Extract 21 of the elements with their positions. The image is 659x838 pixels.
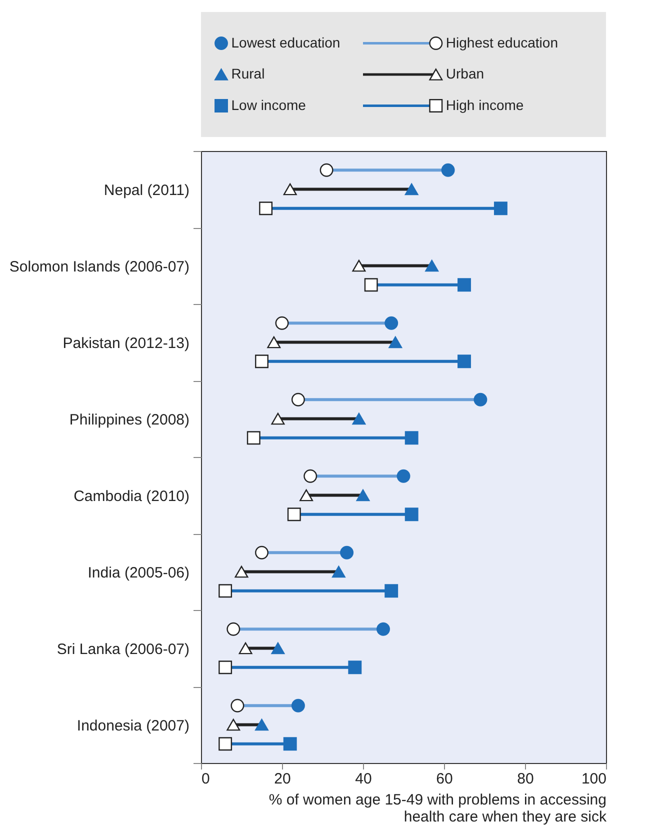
x-tick-label: 80 — [517, 770, 534, 788]
y-tick-label: Cambodia (2010) — [74, 488, 190, 505]
legend-label: High income — [446, 96, 524, 113]
legend-label: Lowest education — [231, 34, 340, 50]
x-tick-label: 40 — [355, 770, 372, 788]
x-tick-label: 60 — [436, 770, 453, 788]
y-tick-label: Solomon Islands (2006-07) — [9, 258, 190, 276]
y-tick-label: India (2005-06) — [88, 564, 190, 582]
legend-label: Low income — [231, 96, 306, 113]
x-tick-label: 0 — [202, 770, 210, 788]
x-axis-title: % of women age 15-49 with problems in accessing health care when they are sick — [268, 792, 607, 826]
legend-label: Highest education — [446, 34, 558, 50]
x-tick-label: 20 — [274, 770, 291, 788]
legend-label: Urban — [446, 66, 484, 82]
y-tick-label: Philippines (2008) — [69, 411, 190, 428]
x-tick-label: 100 — [581, 770, 606, 788]
y-tick-label: Pakistan (2012-13) — [62, 334, 190, 352]
y-tick-label: Nepal (2011) — [104, 182, 190, 199]
y-tick-label: Sri Lanka (2006-07) — [56, 640, 190, 658]
y-tick-label: Indonesia (2007) — [76, 717, 190, 734]
legend-label: Rural — [231, 66, 265, 82]
